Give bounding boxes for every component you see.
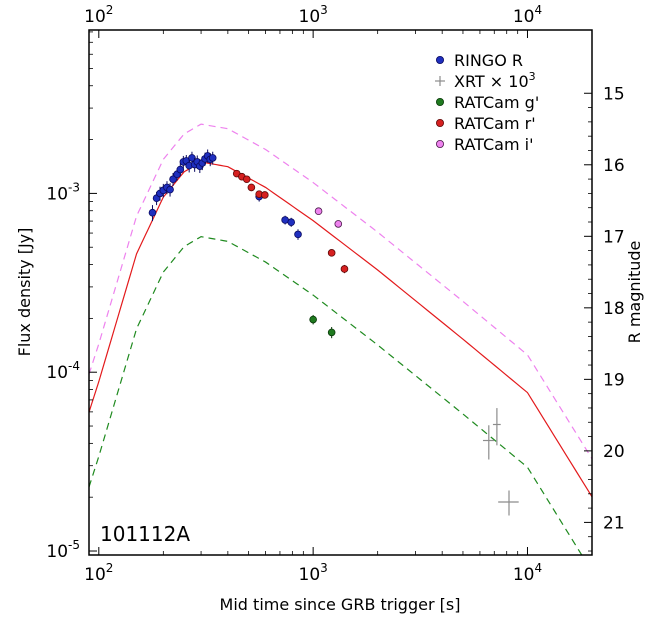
y2-tick-label: 18	[603, 299, 625, 319]
data-point	[242, 175, 251, 184]
axis-ticks: 102 102 103 103 104 104 10-5 10-4 10-3 15 16 17 18 19…	[46, 3, 624, 585]
y-tick-label: 10-4	[46, 359, 80, 383]
x-tick-label: 103	[299, 561, 328, 585]
x-tick-label: 104	[513, 561, 542, 585]
y-axis-title: Flux density [Jy]	[15, 228, 34, 357]
data-point	[309, 315, 317, 324]
legend-marker	[435, 56, 444, 65]
data-point	[294, 230, 302, 239]
legend-marker	[435, 139, 444, 148]
data-point	[166, 185, 174, 194]
data-point	[208, 154, 217, 162]
y2-tick-label: 17	[603, 227, 625, 247]
y2-tick-label: 21	[603, 513, 625, 533]
chart-annotation: 101112A	[100, 522, 190, 546]
data-point	[340, 265, 349, 273]
x-tick-label-top: 102	[84, 3, 113, 27]
model-curve-0	[89, 161, 592, 498]
data-point	[169, 175, 177, 184]
x-tick-label-top: 103	[299, 3, 328, 27]
data-point	[261, 191, 269, 199]
legend-label: RINGO R	[454, 51, 523, 70]
data-point	[327, 249, 336, 257]
data-point	[327, 328, 336, 337]
y2-tick-label: 20	[603, 442, 625, 462]
legend-label: RATCam i'	[454, 135, 534, 154]
legend-label: RATCam g'	[454, 93, 539, 112]
data-point	[176, 165, 185, 174]
model-curve-1	[89, 123, 592, 460]
y2-tick-label: 15	[603, 84, 625, 104]
x-tick-label: 102	[84, 561, 113, 585]
data-point	[334, 220, 343, 228]
y2-axis-title: R magnitude	[625, 241, 644, 344]
y-tick-label: 10-5	[46, 538, 80, 562]
x-tick-label-top: 104	[513, 3, 542, 27]
data-point	[148, 208, 157, 217]
y-tick-label: 10-3	[46, 180, 80, 204]
y2-tick-label: 16	[603, 156, 625, 176]
legend-label: RATCam r'	[454, 114, 536, 133]
data-point	[287, 218, 296, 227]
data-points	[148, 149, 519, 516]
data-point	[247, 183, 256, 192]
data-point	[314, 207, 323, 216]
legend-marker	[435, 98, 444, 107]
x-axis-title: Mid time since GRB trigger [s]	[220, 595, 461, 614]
plot-frame	[88, 29, 593, 556]
legend-label: XRT × 103	[454, 70, 536, 91]
data-point	[188, 154, 196, 162]
model-curves	[89, 123, 592, 555]
y2-tick-label: 19	[603, 370, 625, 390]
legend-marker	[435, 119, 444, 128]
